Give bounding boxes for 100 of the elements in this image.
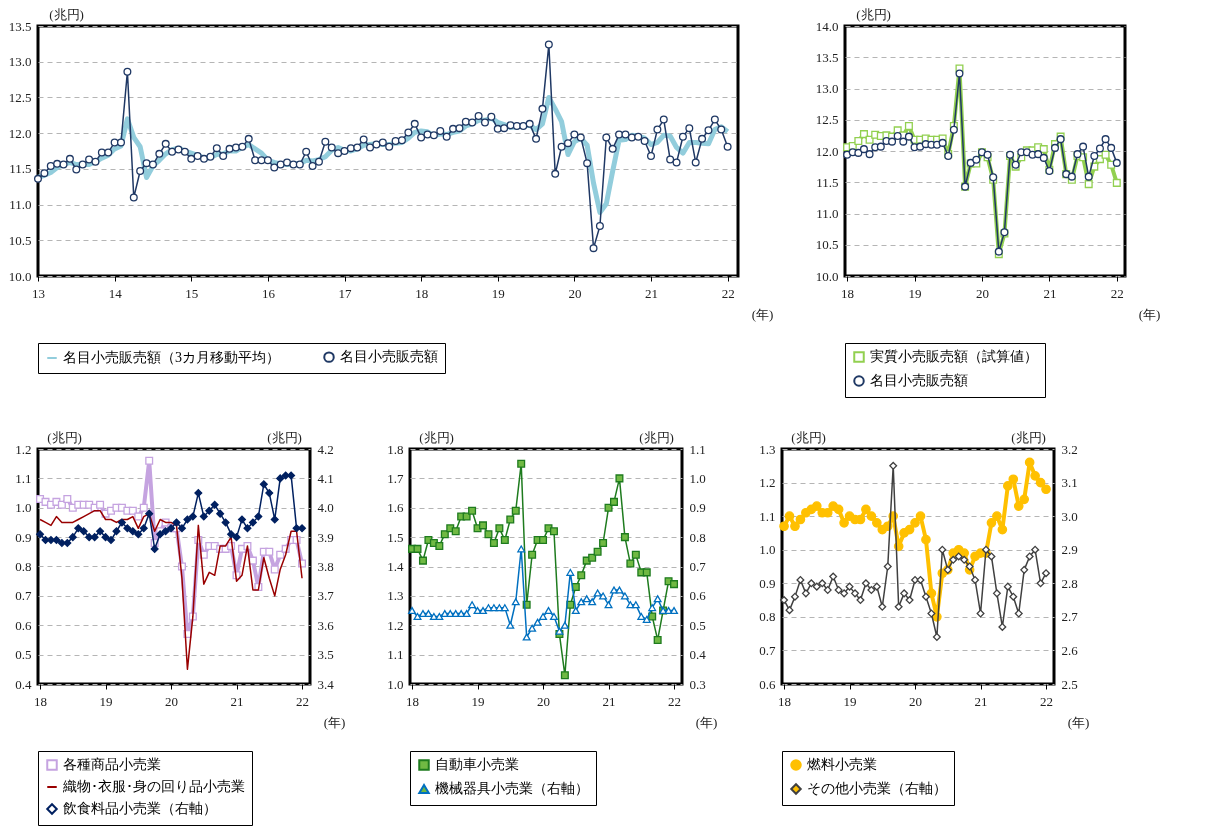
y2-tick-label: 3.5	[317, 647, 334, 663]
y2-tick-label: 2.8	[1061, 575, 1078, 591]
y-tick-label: 1.4	[387, 559, 404, 574]
y-tick-label: 12.0	[815, 143, 839, 159]
y-tick-label: 1.1	[15, 470, 32, 486]
y2-tick-label: 0.7	[689, 559, 707, 574]
y-tick-label: 1.2	[15, 441, 32, 457]
y2-axis-title: (兆円)	[639, 429, 674, 445]
y-axis-title: (兆円)	[419, 429, 454, 445]
y-tick-label: 10.5	[8, 232, 32, 248]
x-tick-label: 22	[721, 285, 735, 301]
x-tick-label: 20	[165, 693, 179, 709]
x-axis-title: (年)	[1067, 714, 1090, 730]
y-tick-label: 10.0	[8, 268, 32, 284]
y2-tick-label: 2.5	[1061, 676, 1078, 692]
y-tick-label: 0.9	[759, 575, 776, 591]
y-tick-label: 0.6	[759, 676, 776, 692]
y2-tick-label: 0.8	[689, 529, 706, 545]
x-tick-label: 22	[1040, 693, 1054, 709]
y2-tick-label: 1.1	[689, 441, 706, 457]
x-tick-label: 22	[296, 693, 310, 709]
y2-tick-label: 4.2	[317, 441, 334, 457]
legend-label: その他小売業（右軸）	[807, 781, 947, 796]
y-tick-label: 13.0	[815, 81, 839, 96]
x-tick-label: 21	[230, 693, 244, 709]
y-tick-label: 11.5	[9, 161, 32, 177]
x-tick-label: 15	[185, 285, 199, 301]
y2-tick-label: 0.3	[689, 676, 706, 692]
y-tick-label: 1.3	[387, 588, 404, 604]
y2-tick-label: 0.5	[689, 617, 706, 633]
x-axis-title: (年)	[1138, 306, 1161, 322]
x-tick-label: 19	[99, 693, 113, 709]
x-tick-label: 20	[975, 285, 989, 301]
y2-tick-label: 3.2	[1061, 441, 1078, 457]
y-tick-label: 0.8	[759, 609, 776, 625]
y-tick-label: 14.0	[815, 18, 839, 34]
x-tick-label: 21	[974, 693, 988, 709]
x-tick-label: 20	[568, 285, 582, 301]
x-tick-label: 20	[537, 693, 551, 709]
y-tick-label: 12.5	[815, 112, 839, 128]
x-tick-label: 20	[909, 693, 923, 709]
x-tick-label: 19	[471, 693, 485, 709]
y-tick-label: 1.5	[387, 529, 404, 545]
legend-label: 名目小売販売額（3カ月移動平均）	[63, 350, 280, 365]
y2-tick-label: 2.7	[1061, 609, 1079, 625]
y-tick-label: 1.2	[387, 617, 404, 633]
y-tick-label: 13.0	[8, 54, 32, 70]
y2-tick-label: 3.6	[317, 617, 335, 633]
x-tick-label: 13	[32, 285, 45, 301]
legend-label: 燃料小売業	[807, 757, 877, 772]
x-tick-label: 18	[415, 285, 429, 301]
x-tick-label: 19	[843, 693, 857, 709]
legend-label: 織物･衣服･身の回り品小売業	[62, 779, 245, 794]
y-tick-label: 10.0	[815, 268, 839, 284]
y-tick-label: 1.0	[387, 676, 404, 692]
y-tick-label: 1.3	[759, 441, 776, 457]
y-tick-label: 1.0	[759, 542, 776, 558]
x-tick-label: 14	[108, 285, 123, 301]
legend-label: 飲食料品小売業（右軸）	[63, 801, 217, 816]
y-tick-label: 0.4	[15, 676, 32, 692]
y2-tick-label: 1.0	[689, 470, 706, 486]
x-tick-label: 19	[908, 285, 922, 301]
y2-tick-label: 0.9	[689, 500, 706, 516]
y-tick-label: 11.0	[816, 206, 839, 221]
y2-tick-label: 3.9	[317, 529, 334, 545]
legend-label: 名目小売販売額	[340, 349, 438, 365]
y-tick-label: 0.8	[15, 559, 32, 574]
legend-label: 名目小売販売額	[870, 373, 968, 388]
y2-axis-title: (兆円)	[267, 429, 302, 445]
y2-tick-label: 0.4	[689, 647, 707, 663]
y-tick-label: 0.5	[15, 647, 32, 663]
x-axis-title: (年)	[323, 714, 346, 730]
y-tick-label: 0.7	[15, 588, 32, 604]
legend-label: 実質小売販売額（試算値）	[870, 349, 1038, 364]
x-tick-label: 22	[1110, 285, 1124, 301]
y-tick-label: 10.5	[815, 237, 839, 253]
legend-label: 各種商品小売業	[63, 757, 161, 772]
y-tick-label: 1.1	[387, 647, 404, 663]
x-axis-title: (年)	[695, 714, 718, 730]
x-axis-title: (年)	[751, 306, 774, 322]
y-tick-label: 13.5	[815, 49, 839, 65]
y-tick-label: 1.2	[759, 475, 776, 491]
y-axis-title: (兆円)	[856, 6, 891, 22]
y-axis-title: (兆円)	[47, 429, 82, 445]
y2-tick-label: 2.9	[1061, 542, 1078, 558]
y-tick-label: 11.0	[9, 197, 32, 213]
x-tick-label: 21	[1043, 285, 1057, 301]
x-tick-label: 21	[645, 285, 658, 301]
y-tick-label: 0.9	[15, 529, 32, 545]
y2-tick-label: 0.6	[689, 588, 707, 604]
y-axis-title: (兆円)	[49, 6, 84, 22]
y-tick-label: 13.5	[8, 18, 32, 34]
y-tick-label: 0.7	[759, 642, 776, 658]
legend-label: 機械器具小売業（右軸）	[435, 781, 589, 796]
y-tick-label: 1.7	[387, 470, 404, 486]
y-tick-label: 12.5	[8, 89, 32, 105]
x-tick-label: 22	[668, 693, 682, 709]
x-tick-label: 18	[778, 693, 792, 709]
y2-tick-label: 3.1	[1061, 475, 1078, 491]
y-tick-label: 0.6	[15, 617, 32, 633]
